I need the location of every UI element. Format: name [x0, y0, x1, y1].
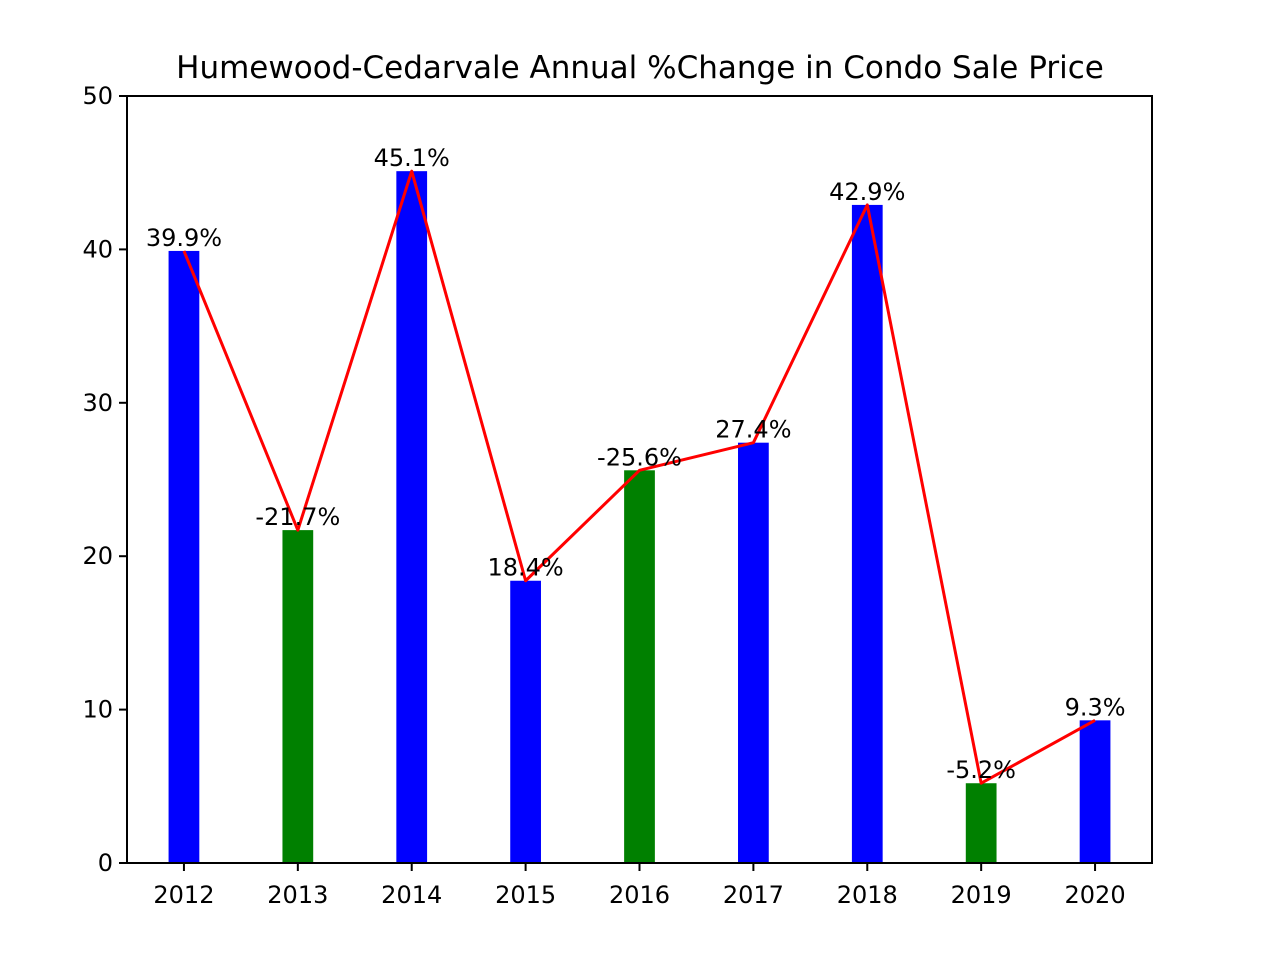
data-label-2016: -25.6%: [597, 443, 682, 471]
bar-2020: [1079, 720, 1111, 863]
x-tick-label-2017: 2017: [723, 881, 784, 909]
y-tick-label-40: 40: [82, 235, 113, 263]
data-label-2020: 9.3%: [1065, 693, 1126, 721]
y-tick-label-10: 10: [82, 696, 113, 724]
data-label-2018: 42.9%: [829, 178, 905, 206]
x-tick-label-2012: 2012: [153, 881, 214, 909]
bar-2017: [738, 442, 769, 863]
x-tick-label-2018: 2018: [837, 881, 898, 909]
data-label-2013: -21.7%: [255, 503, 340, 531]
x-tick-label-2013: 2013: [267, 881, 328, 909]
data-label-2012: 39.9%: [146, 224, 222, 252]
data-labels-layer: 39.9% -21.7% 45.1% 18.4% -25.6% 27.4% 42.9% -5.…: [146, 144, 1126, 784]
bar-2014: [396, 171, 428, 863]
data-label-2019: -5.2%: [946, 756, 1016, 784]
trend-line: [182, 169, 1096, 785]
axes-layer: 0 10 20 30 40 50 2012 2013 2014 2015 2016 2017 2018 2…: [82, 82, 1153, 909]
bar-2012: [168, 250, 200, 863]
bars-layer: [168, 171, 1111, 863]
bar-2016: [624, 470, 655, 863]
line-layer: [182, 169, 1096, 785]
x-tick-label-2016: 2016: [609, 881, 670, 909]
x-tick-label-2015: 2015: [495, 881, 556, 909]
x-tick-label-2019: 2019: [951, 881, 1012, 909]
x-tick-label-2014: 2014: [381, 881, 442, 909]
y-tick-label-50: 50: [82, 82, 113, 110]
data-label-2017: 27.4%: [715, 416, 791, 444]
bar-2019: [965, 783, 997, 863]
bar-2015: [510, 580, 541, 863]
y-tick-label-30: 30: [82, 389, 113, 417]
bar-2018: [851, 204, 883, 863]
x-tick-label-2020: 2020: [1065, 881, 1126, 909]
data-label-2015: 18.4%: [487, 554, 563, 582]
y-tick-label-20: 20: [82, 542, 113, 570]
chart-title: Humewood-Cedarvale Annual %Change in Con…: [176, 50, 1104, 86]
y-tick-label-0: 0: [98, 849, 113, 877]
data-label-2014: 45.1%: [374, 144, 450, 172]
bar-2013: [282, 530, 314, 863]
